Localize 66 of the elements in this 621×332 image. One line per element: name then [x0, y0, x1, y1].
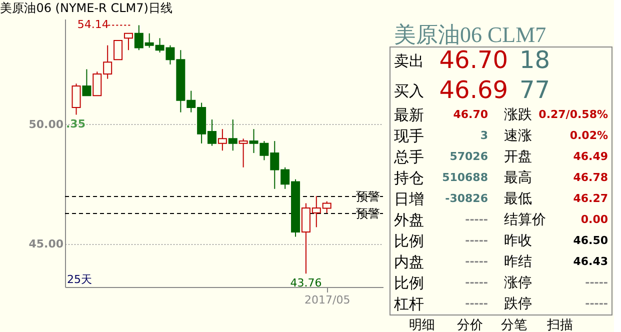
- annotation: .35: [66, 117, 86, 130]
- text: 46.78: [573, 171, 608, 184]
- text: 杠杆: [393, 295, 424, 313]
- text: 比例: [394, 232, 424, 250]
- text: 77: [519, 76, 550, 104]
- text: 昨收: [504, 233, 532, 249]
- text: 46.27: [573, 192, 608, 205]
- text: 扫描: [546, 318, 573, 332]
- text: 美原油06 CLM7: [394, 22, 546, 47]
- text: 总手: [393, 148, 424, 166]
- text: 持仓: [394, 169, 424, 187]
- text: 买入: [394, 82, 424, 100]
- text: 46.50: [573, 234, 608, 247]
- annotation: 54.14: [77, 18, 109, 32]
- text: 18: [519, 46, 550, 74]
- text: 分价: [457, 318, 483, 332]
- candlestick: [218, 128, 227, 152]
- text: 涨跌: [504, 107, 532, 123]
- candlestick: [124, 32, 133, 51]
- text: 外盘: [394, 211, 424, 229]
- text: 46.43: [573, 255, 608, 268]
- annotation: 43.76: [290, 276, 322, 290]
- text: 比例: [394, 274, 424, 292]
- text: 现手: [394, 127, 424, 145]
- annotation: 25天: [67, 273, 92, 286]
- text: 昨结: [504, 254, 532, 270]
- candlestick: [72, 83, 81, 116]
- text: 结算价: [504, 212, 546, 228]
- text: -----: [465, 213, 488, 226]
- text: 46.70: [439, 46, 508, 74]
- text: 57026: [450, 150, 488, 163]
- candlestick: [238, 138, 248, 168]
- candlestick: [82, 68, 92, 96]
- text: 涨停: [504, 275, 532, 291]
- candlestick: [114, 40, 123, 60]
- text: -----: [585, 276, 608, 289]
- text: 0.27/0.58%: [538, 108, 608, 121]
- chart-title: 美原油06 (NYME-R CLM7)日线: [0, 1, 172, 15]
- text: -30826: [445, 192, 488, 205]
- text: 0.02%: [570, 129, 608, 142]
- text: 46.70: [453, 108, 488, 121]
- y-tick-label: 50.00: [28, 118, 64, 131]
- text: -----: [465, 276, 488, 289]
- text: 46.69: [439, 76, 508, 104]
- x-tick-label: 2017/05: [304, 294, 350, 306]
- text: -----: [465, 234, 488, 247]
- text: 最低: [504, 191, 532, 207]
- text: -----: [585, 297, 608, 310]
- text: 510688: [442, 171, 488, 184]
- text: 日增: [394, 190, 424, 208]
- text: 分笔: [501, 318, 527, 332]
- text: 卖出: [394, 52, 424, 70]
- y-tick-label: 45.00: [28, 237, 64, 250]
- text: 内盘: [394, 253, 424, 271]
- text: 开盘: [504, 149, 532, 165]
- candlestick: [228, 119, 238, 152]
- text: 明细: [409, 318, 435, 332]
- text: 跌停: [504, 296, 532, 312]
- text: -----: [465, 255, 488, 268]
- text: 速涨: [504, 128, 532, 144]
- text: 46.49: [573, 150, 608, 163]
- text: 3: [480, 129, 488, 142]
- text: -----: [465, 297, 488, 310]
- text: 0.00: [580, 213, 608, 226]
- text: 最高: [504, 170, 532, 186]
- text: 最新: [394, 106, 424, 124]
